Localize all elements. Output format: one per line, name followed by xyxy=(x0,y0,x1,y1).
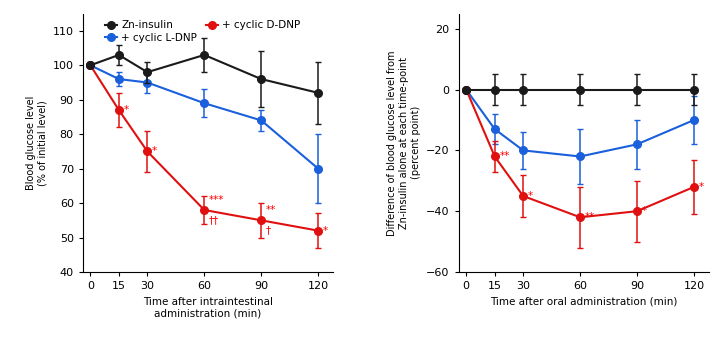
X-axis label: Time after oral administration (min): Time after oral administration (min) xyxy=(490,296,678,307)
Legend: Zn-insulin, + cyclic L-DNP, + cyclic D-DNP: Zn-insulin, + cyclic L-DNP, + cyclic D-D… xyxy=(101,16,305,47)
Text: **: ** xyxy=(500,152,510,162)
Text: **: ** xyxy=(585,212,595,222)
Text: *: * xyxy=(124,105,129,115)
X-axis label: Time after intraintestinal
administration (min): Time after intraintestinal administratio… xyxy=(143,296,273,318)
Text: *: * xyxy=(642,206,647,216)
Y-axis label: Difference of blood glucose level from
Zn-insulin alone at each time-point
(perc: Difference of blood glucose level from Z… xyxy=(387,50,420,236)
Text: ***: *** xyxy=(209,195,225,205)
Y-axis label: Blood glucose level
(% of initial level): Blood glucose level (% of initial level) xyxy=(26,96,48,190)
Text: ††: †† xyxy=(209,215,220,225)
Text: *: * xyxy=(699,182,704,192)
Text: †: † xyxy=(266,225,271,236)
Text: **: ** xyxy=(266,205,276,215)
Text: *: * xyxy=(152,147,157,156)
Text: *: * xyxy=(528,191,533,201)
Text: *: * xyxy=(323,226,328,236)
